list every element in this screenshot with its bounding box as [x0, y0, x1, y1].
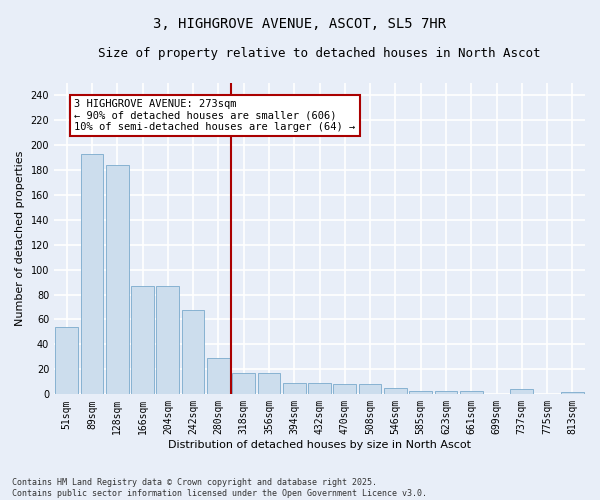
Text: 3 HIGHGROVE AVENUE: 273sqm
← 90% of detached houses are smaller (606)
10% of sem: 3 HIGHGROVE AVENUE: 273sqm ← 90% of deta…: [74, 98, 356, 132]
Bar: [80, 154, 103, 394]
Title: Size of property relative to detached houses in North Ascot: Size of property relative to detached ho…: [98, 48, 541, 60]
Bar: [460, 390, 482, 394]
Bar: [384, 388, 407, 394]
Bar: [409, 390, 432, 394]
Bar: [257, 373, 280, 394]
Text: 3, HIGHGROVE AVENUE, ASCOT, SL5 7HR: 3, HIGHGROVE AVENUE, ASCOT, SL5 7HR: [154, 18, 446, 32]
Bar: [434, 390, 457, 394]
Bar: [334, 384, 356, 394]
Bar: [232, 373, 255, 394]
Text: Contains HM Land Registry data © Crown copyright and database right 2025.
Contai: Contains HM Land Registry data © Crown c…: [12, 478, 427, 498]
Bar: [182, 310, 205, 394]
Bar: [511, 390, 533, 394]
Bar: [55, 327, 78, 394]
Bar: [561, 392, 584, 394]
Bar: [106, 165, 128, 394]
Bar: [207, 358, 230, 395]
Bar: [308, 383, 331, 394]
Bar: [359, 384, 382, 394]
Bar: [157, 286, 179, 395]
X-axis label: Distribution of detached houses by size in North Ascot: Distribution of detached houses by size …: [168, 440, 471, 450]
Y-axis label: Number of detached properties: Number of detached properties: [15, 150, 25, 326]
Bar: [283, 383, 305, 394]
Bar: [131, 286, 154, 395]
